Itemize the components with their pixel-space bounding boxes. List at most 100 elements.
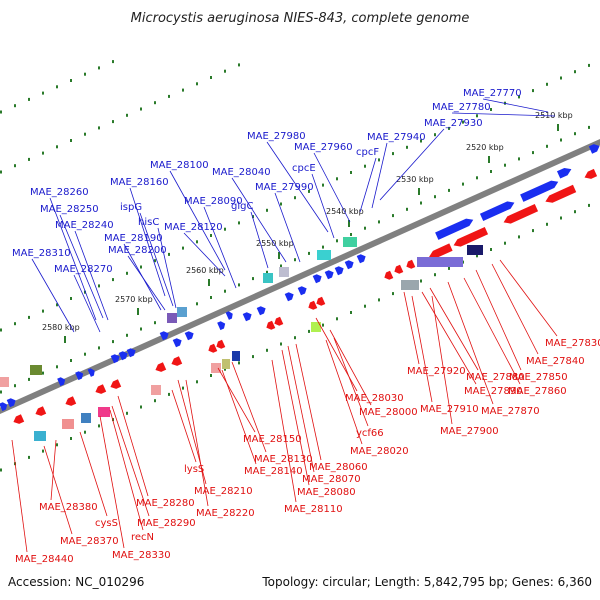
track-dot (196, 82, 198, 86)
forward-gene-arrow-shape (225, 311, 233, 320)
track-dot (322, 183, 324, 187)
forward-gene-arrow-shape (184, 331, 194, 341)
forward-gene-arrow (118, 351, 128, 361)
track-dot (336, 239, 338, 243)
reverse-gene-arrow-shape (35, 406, 47, 416)
reverse-gene-label: MAE_28070 (302, 474, 361, 485)
forward-gene-label: hisC (138, 217, 159, 228)
track-dot (238, 361, 240, 365)
reverse-gene-arrow (503, 203, 539, 224)
gene-box (279, 267, 289, 277)
reverse-gene-arrow-shape (13, 414, 25, 424)
forward-gene-label: MAE_27930 (424, 118, 483, 129)
reverse-gene-label: ycf66 (356, 428, 384, 439)
track-dot (28, 97, 30, 101)
forward-gene-arrow-shape (0, 402, 8, 412)
track-dot (462, 182, 464, 186)
forward-gene-arrow-shape (6, 398, 16, 408)
forward-gene-arrow-shape (217, 321, 226, 331)
track-dot (294, 258, 296, 262)
reverse-gene-label: MAE_28020 (350, 446, 409, 457)
track-dot (364, 226, 366, 230)
forward-label-leader (311, 173, 335, 239)
reverse-gene-arrow (308, 300, 318, 310)
kbp-tick-mark (557, 124, 559, 131)
reverse-gene-arrow (584, 168, 598, 179)
forward-gene-arrow (225, 311, 233, 320)
reverse-gene-arrow-shape (545, 184, 577, 203)
track-dot (28, 315, 30, 319)
reverse-gene-arrow (155, 362, 167, 372)
reverse-label-leader (329, 329, 372, 406)
track-dot (154, 101, 156, 105)
kbp-tick-label: 2530 kbp (396, 175, 434, 184)
track-dot (378, 158, 380, 162)
kbp-tick-label: 2580 kbp (42, 323, 80, 332)
track-dot (140, 265, 142, 269)
forward-gene-arrow-shape (297, 286, 307, 296)
forward-label-leader (183, 232, 226, 277)
track-dot (406, 207, 408, 211)
forward-label-leader (139, 212, 174, 307)
forward-gene-label: MAE_28090 (184, 196, 243, 207)
track-dot (0, 328, 2, 332)
track-dot (308, 189, 310, 193)
reverse-gene-label: MAE_28030 (345, 393, 404, 404)
track-dot (210, 296, 212, 299)
track-dot (532, 229, 534, 233)
reverse-label-leader (109, 409, 144, 531)
forward-gene-arrow (172, 338, 182, 348)
track-dot (238, 63, 240, 67)
track-dot (252, 215, 254, 219)
forward-gene-arrow-shape (118, 351, 128, 361)
forward-gene-label: MAE_28260 (30, 187, 89, 198)
reverse-gene-label: MAE_28280 (136, 498, 195, 509)
forward-gene-arrow (284, 292, 294, 302)
track-dot (70, 359, 72, 362)
track-dot (154, 399, 156, 403)
kbp-tick-mark (208, 279, 210, 286)
reverse-gene-arrow-shape (274, 316, 284, 326)
track-dot (14, 384, 16, 388)
reverse-gene-arrow (429, 243, 453, 259)
track-dot (56, 365, 58, 369)
track-dot (182, 246, 184, 250)
reverse-gene-arrow (453, 226, 489, 247)
track-dot (308, 329, 310, 333)
kbp-tick-label: 2510 kbp (535, 111, 573, 120)
reverse-gene-arrow-shape (155, 362, 167, 372)
reverse-gene-arrow-shape (584, 168, 598, 179)
track-dot (490, 108, 492, 111)
forward-gene-label: cpcF (356, 147, 379, 158)
track-dot (42, 151, 44, 155)
reverse-gene-arrow-shape (503, 203, 539, 224)
forward-gene-arrow (356, 254, 366, 264)
track-dot (476, 176, 478, 180)
track-dot (126, 411, 128, 415)
forward-gene-label: MAE_27780 (432, 102, 491, 113)
forward-gene-arrow-shape (556, 167, 572, 179)
forward-gene-arrow (334, 266, 344, 276)
reverse-gene-label: MAE_28370 (60, 536, 119, 547)
track-dot (140, 327, 142, 331)
reverse-gene-arrow (266, 320, 276, 330)
kbp-tick-mark (348, 220, 350, 227)
reverse-gene-label: MAE_27890 (464, 386, 523, 397)
forward-label-leader (31, 258, 75, 333)
gene-box (222, 359, 230, 369)
track-dot (0, 110, 2, 114)
gene-box (62, 419, 74, 429)
track-dot (14, 104, 16, 108)
reverse-label-leader (117, 395, 149, 497)
forward-gene-arrow-shape (312, 274, 322, 284)
track-dot (168, 392, 170, 396)
track-dot (98, 66, 100, 70)
track-dot (336, 317, 338, 321)
forward-gene-label: MAE_28270 (54, 264, 113, 275)
reverse-gene-arrow (384, 270, 394, 280)
reverse-label-leader (287, 345, 315, 473)
forward-label-leader (203, 206, 237, 289)
forward-gene-arrow-shape (479, 201, 515, 222)
track-dot (490, 170, 492, 173)
track-dot (588, 203, 590, 207)
